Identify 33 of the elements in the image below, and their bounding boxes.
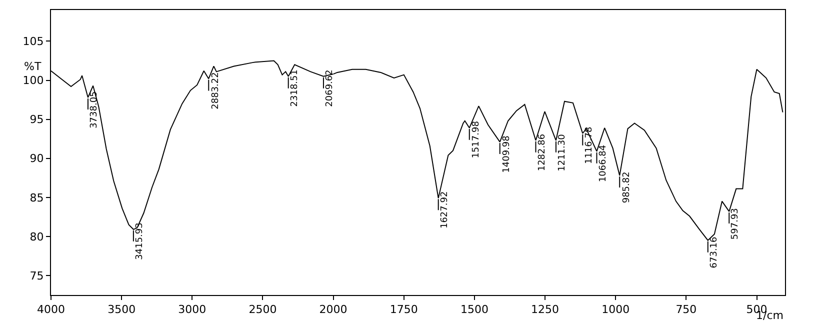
y-tick-label: 80	[30, 230, 44, 244]
annotation: 673.16	[710, 236, 720, 268]
y-axis-title: %T	[24, 60, 42, 73]
x-tick-label: 1500	[460, 303, 488, 316]
annotation: 1211.30	[558, 134, 568, 172]
x-tick-label: 3000	[178, 303, 206, 316]
y-tick-label: 85	[30, 191, 44, 204]
annotation: 1517.98	[471, 120, 482, 158]
x-tick-label: 3500	[108, 303, 136, 316]
y-tick-label: 100	[22, 74, 44, 88]
annotation: 3738.05	[90, 91, 100, 128]
annotation: 3415.93	[135, 222, 146, 260]
x-tick-label: 1250	[531, 303, 560, 316]
annotation: 597.93	[730, 208, 741, 240]
x-tick-label: 1750	[390, 303, 418, 316]
x-tick-label: 4000	[37, 303, 65, 316]
x-tick-label: 1000	[602, 303, 630, 316]
y-tick-label: 105	[22, 35, 44, 48]
annotation: 2318.51	[290, 70, 300, 107]
annotation: 1116.78	[584, 126, 594, 164]
annotation: 985.82	[622, 172, 632, 204]
annotation: 2883.22	[210, 72, 221, 110]
annotation: 1282.86	[537, 134, 548, 172]
x-tick-label: 2500	[248, 303, 277, 316]
annotation: 1066.84	[598, 144, 608, 182]
annotation: 2069.62	[325, 70, 336, 107]
y-tick-label: 75	[30, 269, 44, 282]
x-tick-label: 2000	[319, 303, 348, 316]
x-tick-label: 750	[676, 303, 697, 316]
annotation: 1409.98	[502, 135, 512, 173]
y-tick-label: 90	[30, 152, 44, 166]
annotation: 1627.92	[440, 191, 450, 229]
y-tick-label: 95	[30, 113, 44, 126]
